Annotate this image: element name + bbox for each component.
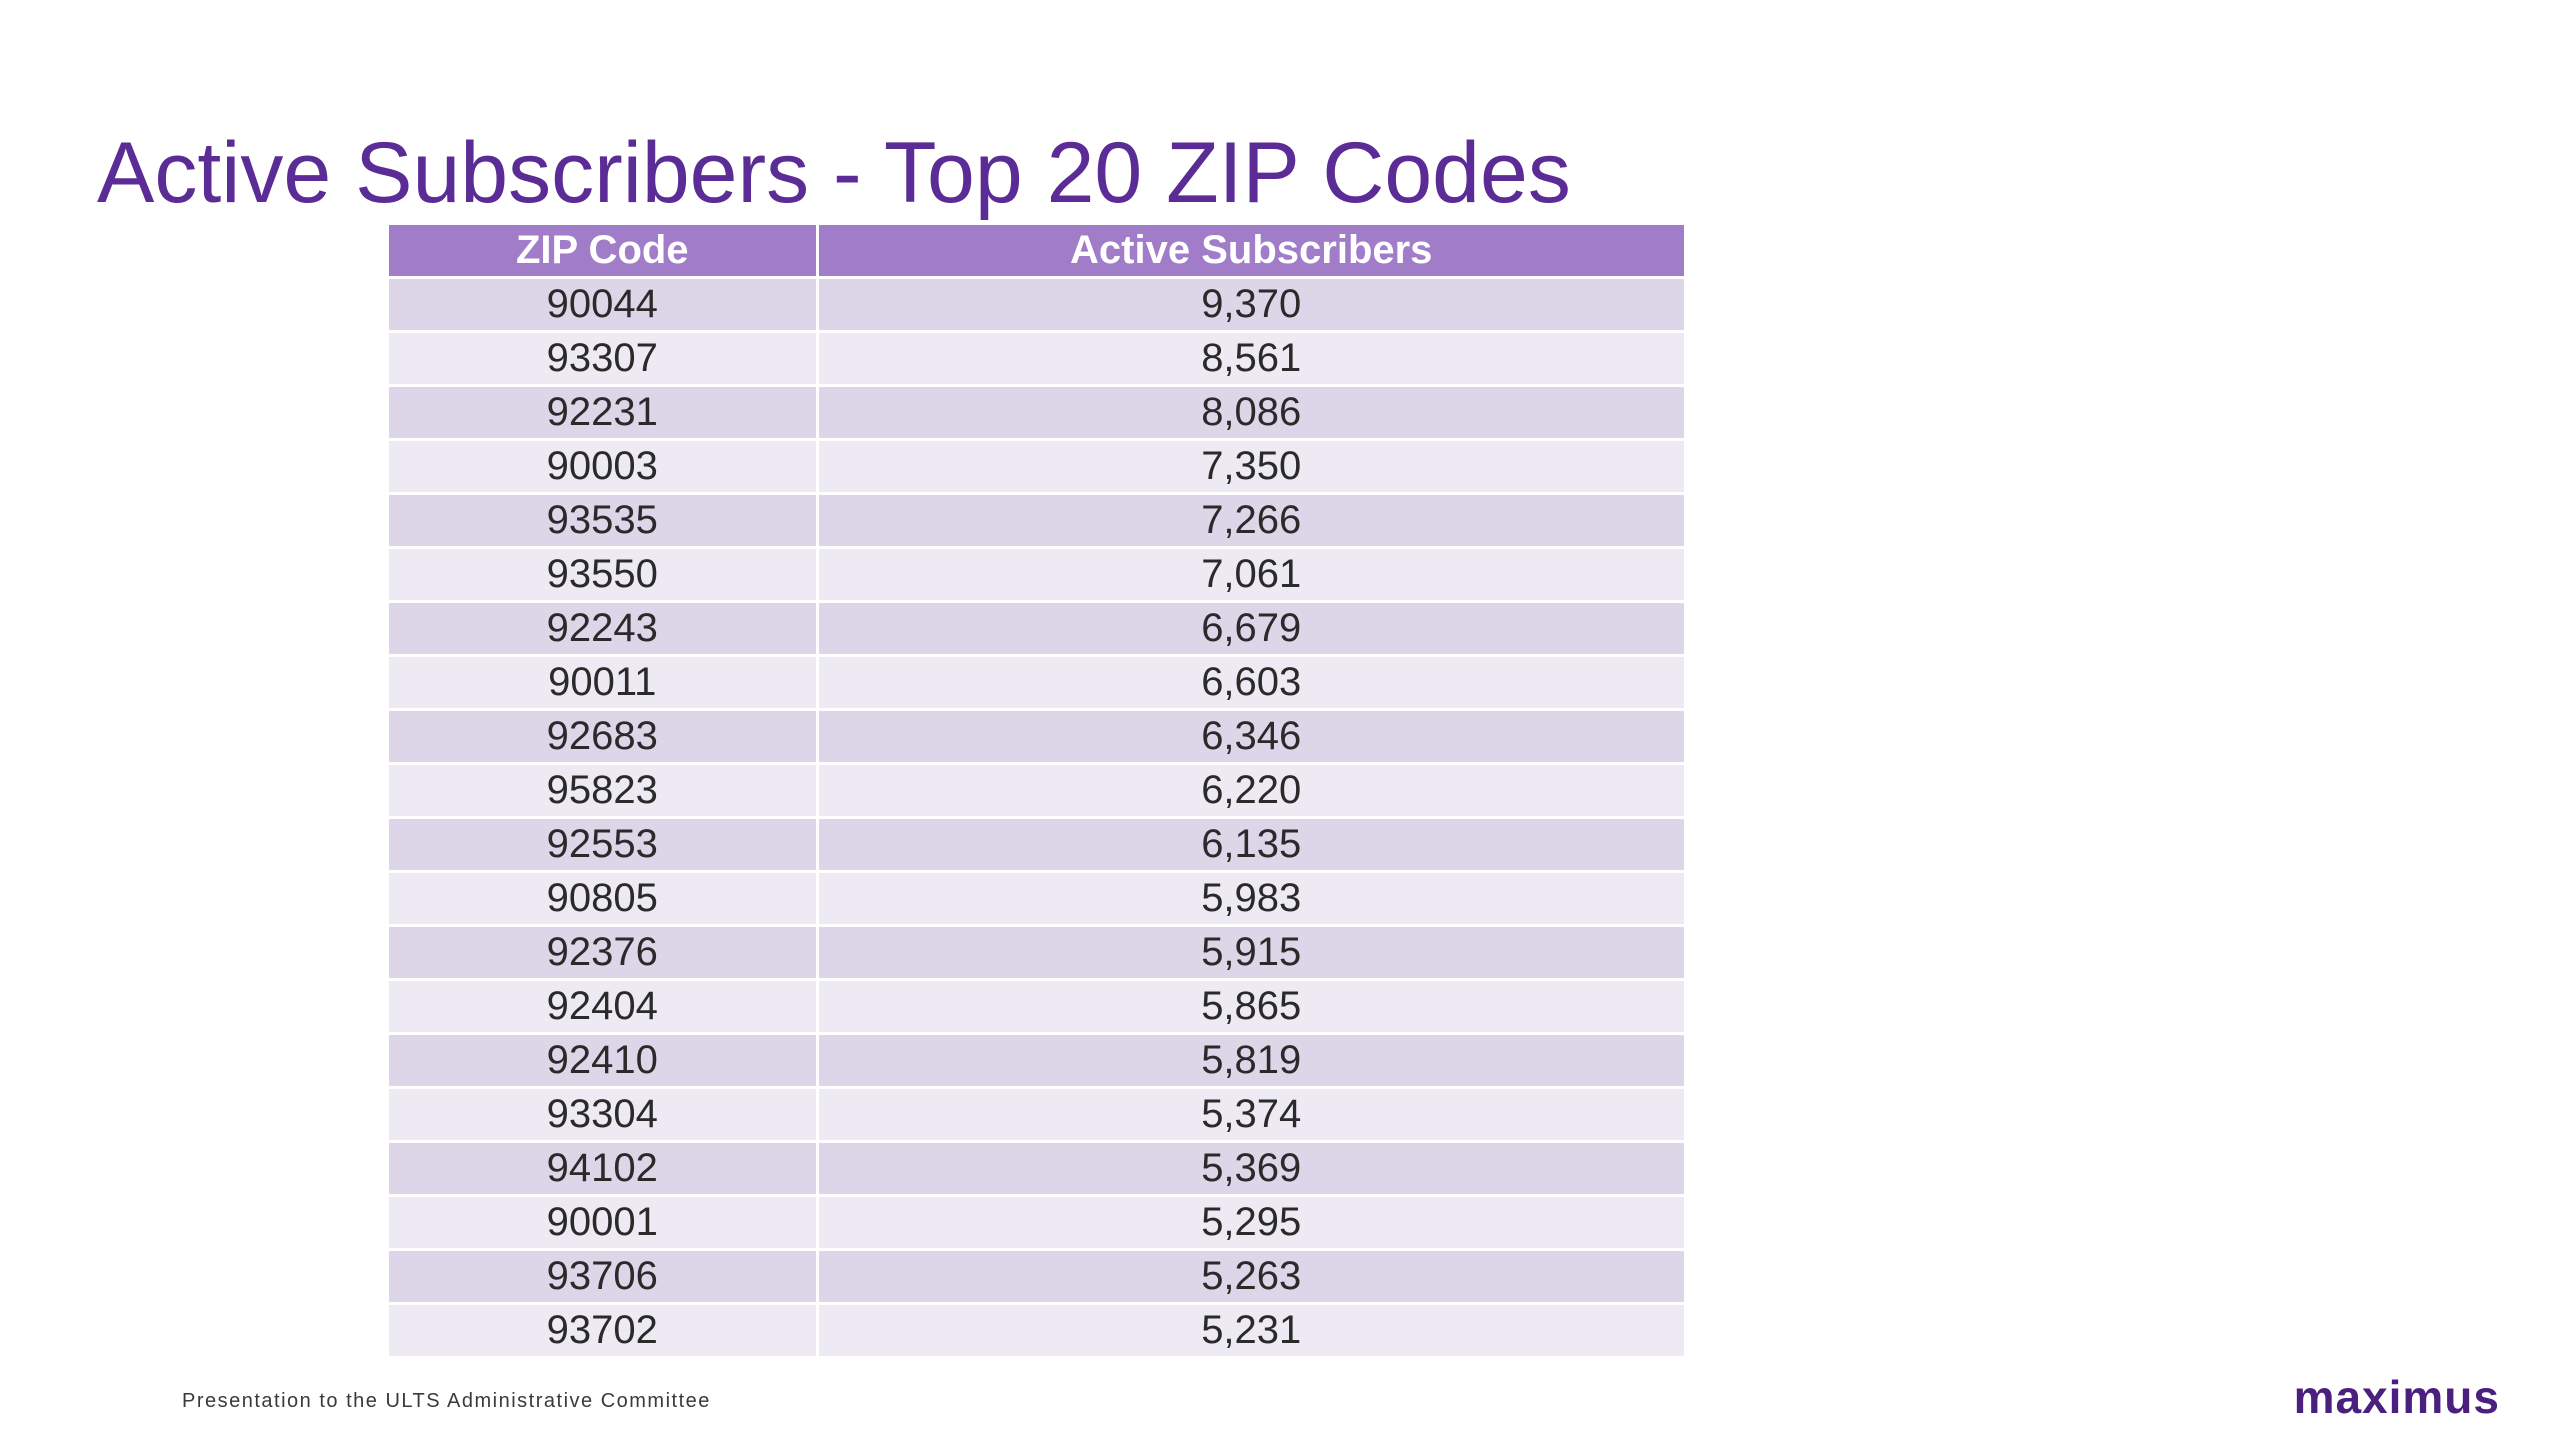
slide-title: Active Subscribers - Top 20 ZIP Codes	[97, 125, 1571, 221]
zip-code-cell: 92553	[389, 817, 819, 873]
zip-code-cell: 93307	[389, 331, 819, 387]
zip-code-cell: 92231	[389, 385, 819, 441]
table-row: 93706 5,263	[389, 1249, 1684, 1305]
active-subscribers-cell: 7,266	[817, 493, 1684, 549]
zip-code-cell: 90805	[389, 871, 819, 927]
zip-code-cell: 93535	[389, 493, 819, 549]
table-row: 94102 5,369	[389, 1141, 1684, 1197]
active-subscribers-cell: 8,086	[817, 385, 1684, 441]
table-body: 90044 9,370 93307 8,561 92231 8,086 90003 7,350…	[389, 277, 1684, 1359]
table-row: 90044 9,370	[389, 277, 1684, 333]
header-zip-code: ZIP Code	[389, 225, 819, 279]
zip-code-cell: 92404	[389, 979, 819, 1035]
table-row: 90011 6,603	[389, 655, 1684, 711]
active-subscribers-cell: 5,819	[817, 1033, 1684, 1089]
table-row: 92231 8,086	[389, 385, 1684, 441]
zip-code-cell: 90011	[389, 655, 819, 711]
table-row: 93550 7,061	[389, 547, 1684, 603]
active-subscribers-cell: 6,220	[817, 763, 1684, 819]
zip-code-cell: 92410	[389, 1033, 819, 1089]
zip-code-cell: 93550	[389, 547, 819, 603]
active-subscribers-cell: 6,135	[817, 817, 1684, 873]
table-row: 92683 6,346	[389, 709, 1684, 765]
table-row: 90001 5,295	[389, 1195, 1684, 1251]
footer-text: Presentation to the ULTS Administrative …	[182, 1390, 711, 1412]
active-subscribers-cell: 6,679	[817, 601, 1684, 657]
table-row: 92243 6,679	[389, 601, 1684, 657]
zip-code-cell: 92683	[389, 709, 819, 765]
zip-code-cell: 93702	[389, 1303, 819, 1359]
active-subscribers-cell: 5,295	[817, 1195, 1684, 1251]
zip-code-cell: 90044	[389, 277, 819, 333]
table-row: 93307 8,561	[389, 331, 1684, 387]
active-subscribers-cell: 5,374	[817, 1087, 1684, 1143]
table-header-row: ZIP Code Active Subscribers	[389, 225, 1684, 279]
active-subscribers-cell: 9,370	[817, 277, 1684, 333]
active-subscribers-cell: 7,061	[817, 547, 1684, 603]
table-row: 92404 5,865	[389, 979, 1684, 1035]
active-subscribers-cell: 5,263	[817, 1249, 1684, 1305]
active-subscribers-cell: 6,603	[817, 655, 1684, 711]
zip-code-cell: 90003	[389, 439, 819, 495]
table-row: 90805 5,983	[389, 871, 1684, 927]
table-row: 93535 7,266	[389, 493, 1684, 549]
table-row: 93702 5,231	[389, 1303, 1684, 1359]
active-subscribers-cell: 5,865	[817, 979, 1684, 1035]
active-subscribers-cell: 5,369	[817, 1141, 1684, 1197]
maximus-logo: maximus	[2293, 1371, 2500, 1423]
zip-code-cell: 92376	[389, 925, 819, 981]
active-subscribers-cell: 5,915	[817, 925, 1684, 981]
active-subscribers-cell: 5,983	[817, 871, 1684, 927]
header-active-subscribers: Active Subscribers	[817, 225, 1684, 279]
table-row: 92410 5,819	[389, 1033, 1684, 1089]
zip-code-cell: 95823	[389, 763, 819, 819]
table-row: 93304 5,374	[389, 1087, 1684, 1143]
zip-code-cell: 90001	[389, 1195, 819, 1251]
table-row: 92376 5,915	[389, 925, 1684, 981]
active-subscribers-cell: 5,231	[817, 1303, 1684, 1359]
table-row: 95823 6,220	[389, 763, 1684, 819]
zip-code-cell: 92243	[389, 601, 819, 657]
zip-subscriber-table: ZIP Code Active Subscribers 90044 9,370 93…	[389, 225, 1684, 1359]
table-row: 90003 7,350	[389, 439, 1684, 495]
zip-code-cell: 93304	[389, 1087, 819, 1143]
active-subscribers-cell: 7,350	[817, 439, 1684, 495]
zip-code-cell: 93706	[389, 1249, 819, 1305]
active-subscribers-cell: 6,346	[817, 709, 1684, 765]
zip-code-cell: 94102	[389, 1141, 819, 1197]
table-row: 92553 6,135	[389, 817, 1684, 873]
active-subscribers-cell: 8,561	[817, 331, 1684, 387]
